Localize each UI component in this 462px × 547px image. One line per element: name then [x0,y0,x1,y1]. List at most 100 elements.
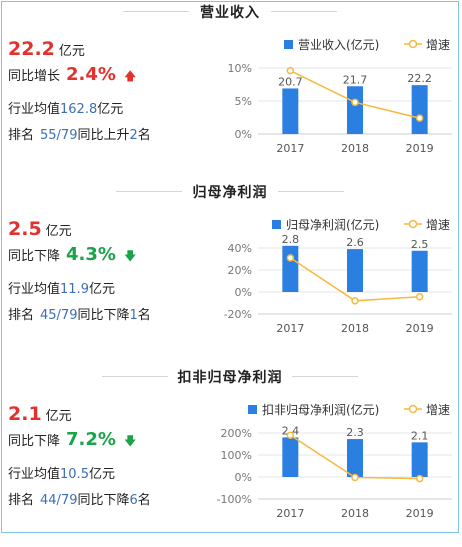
bar-value-label: 2.3 [346,426,364,439]
legend-line-marker [408,404,418,414]
x-tick-label: 2018 [341,322,369,335]
x-tick-label: 2019 [406,142,434,155]
section-title: 营业收入 [200,5,260,21]
legend-line-marker [408,219,418,229]
title-divider-left [116,191,182,192]
title-divider-right [278,191,344,192]
ranking-change-value: 2 [129,128,138,143]
yoy-change-row: 同比下降 7.2% 🡇 [8,429,136,453]
bar-value-label: 2.8 [282,233,300,246]
industry-average-value: 10.5 [60,467,89,482]
section-net-profit: 归母净利润 2.5 亿元 同比下降 4.3% 🡇 行业均值11.9亿元 排名 45/79同比下降… [0,180,460,358]
growth-point-2017 [286,431,295,439]
industry-average-row: 行业均值10.5亿元 [8,463,115,482]
kpi-value: 2.1 [8,403,42,425]
kpi-value-row: 2.1 亿元 [8,403,72,425]
ranking-row: 排名 44/79同比下降6名 [8,489,151,508]
section-deducted-net-profit: 扣非归母净利润 2.1 亿元 同比下降 7.2% 🡇 行业均值10.5亿元 排名 44/79同比… [0,365,460,543]
x-tick-label: 2019 [406,507,434,520]
legend-line-label: 增速 [426,218,450,232]
arrow-up-icon: 🡅 [123,69,137,83]
industry-average-row: 行业均值11.9亿元 [8,278,115,297]
growth-point-2019 [415,114,424,122]
chart-svg: 营业收入(亿元) 增速 10% 5% 0% 20.7 2017 21.7 2018 22.2 201… [228,37,452,155]
legend-bar-swatch [248,405,257,414]
combo-chart: 营业收入(亿元) 增速 10% 5% 0% 20.7 2017 21.7 2018 22.2 201… [208,0,460,178]
chart-legend: 营业收入(亿元) 增速 [284,37,450,52]
industry-average-unit: 亿元 [88,282,115,297]
bar-2019 [411,250,428,292]
growth-point-2018 [351,473,359,482]
kpi-unit: 亿元 [45,224,72,239]
industry-average-label: 行业均值 [8,282,61,297]
industry-average-value: 11.9 [60,282,89,297]
yoy-change-row: 同比增长 2.4% 🡅 [8,64,136,88]
yoy-change-label: 同比下降 [8,434,61,449]
ranking-change-value: 1 [129,308,138,323]
kpi-unit: 亿元 [45,409,72,424]
industry-average-unit: 亿元 [88,467,115,482]
y-tick-label: 0% [235,286,252,299]
ranking-unit: 名 [137,308,151,323]
x-tick-label: 2017 [276,322,304,335]
ranking-value: 55/79 [40,128,78,143]
growth-point-2018 [351,297,359,305]
arrow-down-icon: 🡇 [123,434,137,448]
y-tick-label: -100% [217,493,252,506]
bar-value-label: 2.4 [282,424,300,437]
growth-point-2019 [415,292,424,301]
bar-value-label: 22.2 [407,72,432,85]
ranking-change-value: 6 [129,493,138,508]
kpi-value: 2.5 [8,218,42,240]
kpi-value-row: 22.2 亿元 [8,38,85,60]
legend-bar-swatch [272,220,281,229]
y-tick-label: -20% [224,308,252,321]
ranking-label: 排名 [8,308,35,323]
report-card [1,1,459,533]
growth-point-2017 [286,254,295,262]
legend-bar-swatch [284,40,293,49]
chart-legend: 扣非归母净利润(亿元) 增速 [248,402,450,417]
industry-average-label: 行业均值 [8,102,61,117]
section-revenue: 营业收入 22.2 亿元同比增长 2.4% 🡅 行业均值162.8亿元排名 55/79同比上… [0,0,460,178]
bar-2017 [282,437,299,477]
y-tick-label: 100% [221,449,252,462]
kpi-value: 22.2 [8,38,55,60]
industry-average-row: 行业均值162.8亿元 [8,98,123,117]
yoy-change-label: 同比增长 [8,69,61,84]
ranking-label: 排名 [8,493,35,508]
industry-average-value: 162.8 [60,102,98,117]
section-title: 归母净利润 [192,185,268,201]
title-divider-right [271,11,337,12]
growth-point-2019 [415,474,424,483]
y-tick-label: 0% [235,128,252,141]
combo-chart: 扣非归母净利润(亿元) 增速 200% 100% 0% -100% 2.4 2017 2.3 20… [208,365,460,543]
y-tick-label: 40% [228,242,252,255]
ranking-change-label: 同比下降 [77,493,130,508]
chart-svg: 归母净利润(亿元) 增速 40% 20% 0% -20% 2.8 2017 2.6 2018 2.5… [224,217,452,335]
bar-value-label: 20.7 [278,75,303,88]
bar-value-label: 2.5 [411,238,429,251]
ranking-row: 排名 55/79同比上升2名 [8,124,151,143]
legend-bar-label: 归母净利润(亿元) [286,217,379,232]
title-divider-left [123,11,189,12]
ranking-row: 排名 45/79同比下降1名 [8,304,151,323]
x-tick-label: 2017 [276,507,304,520]
y-tick-label: 0% [235,471,252,484]
y-tick-label: 5% [235,95,252,108]
y-tick-label: 200% [221,427,252,440]
yoy-change-label: 同比下降 [8,249,61,264]
title-divider-left [102,376,168,377]
growth-point-2018 [351,98,359,107]
legend-line-label: 增速 [426,38,450,52]
ranking-change-label: 同比下降 [77,308,130,323]
ranking-change-label: 同比上升 [77,128,130,143]
legend-bar-label: 扣非归母净利润(亿元) [262,402,379,417]
combo-chart: 归母净利润(亿元) 增速 40% 20% 0% -20% 2.8 2017 2.6 2018 2.5… [208,180,460,358]
x-tick-label: 2019 [406,322,434,335]
bar-2017 [282,245,299,292]
ranking-value: 45/79 [40,308,78,323]
bar-2019 [411,85,428,134]
yoy-change-value: 2.4% [66,64,116,85]
ranking-label: 排名 [8,128,35,143]
